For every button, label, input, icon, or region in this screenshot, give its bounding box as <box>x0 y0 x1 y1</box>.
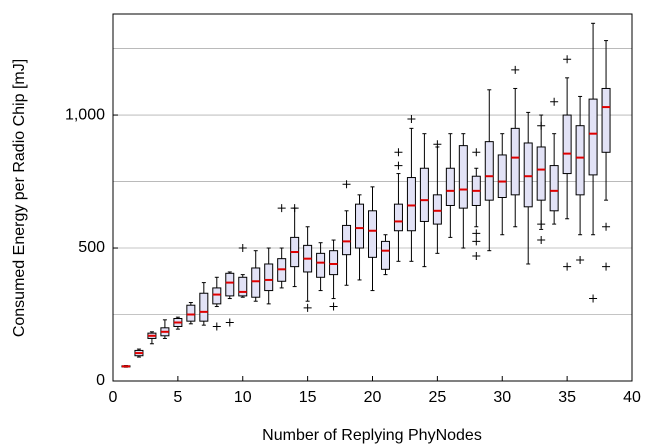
outlier <box>472 252 481 261</box>
outlier <box>329 302 338 311</box>
box <box>212 287 222 305</box>
x-axis-label: Number of Replying PhyNodes <box>262 427 482 444</box>
outlier <box>511 65 520 74</box>
outlier <box>394 161 403 170</box>
box <box>264 263 274 292</box>
x-tick-label: 10 <box>234 389 252 406</box>
box <box>497 154 507 199</box>
outlier <box>433 140 442 149</box>
outlier <box>563 55 572 64</box>
box <box>536 146 546 201</box>
box <box>368 210 377 258</box>
box <box>355 203 365 249</box>
box <box>588 98 598 176</box>
box <box>199 292 209 322</box>
outlier <box>238 244 247 253</box>
outlier <box>472 229 481 238</box>
outlier <box>563 262 572 271</box>
box <box>458 145 468 209</box>
box <box>380 240 390 270</box>
box <box>549 165 559 212</box>
x-tick-label: 15 <box>299 389 317 406</box>
box <box>342 224 352 256</box>
box <box>562 114 572 175</box>
box <box>316 252 326 278</box>
y-tick-label: 0 <box>96 372 105 389</box>
outlier <box>589 294 598 303</box>
outlier <box>277 204 286 213</box>
outlier <box>225 318 234 327</box>
outlier <box>303 303 312 312</box>
box <box>510 127 520 196</box>
outlier <box>407 115 416 124</box>
box <box>419 167 429 222</box>
outlier <box>472 148 481 157</box>
y-tick-label: 1,000 <box>65 106 105 123</box>
outlier <box>394 148 403 157</box>
outlier <box>576 255 585 264</box>
box <box>251 267 261 298</box>
x-tick-label: 0 <box>109 389 118 406</box>
x-tick-label: 5 <box>173 389 182 406</box>
outlier <box>472 237 481 246</box>
outlier <box>212 322 221 331</box>
box <box>406 177 416 232</box>
x-tick-label: 40 <box>623 389 641 406</box>
x-tick-label: 20 <box>364 389 382 406</box>
outlier <box>602 222 611 231</box>
y-axis-label: Consumed Energy per Radio Chip [mJ] <box>11 59 28 337</box>
outlier <box>537 236 546 245</box>
box <box>329 250 339 276</box>
outlier <box>290 204 299 213</box>
box <box>432 194 442 225</box>
y-tick-label: 500 <box>78 239 105 256</box>
box <box>445 167 455 206</box>
box <box>186 304 196 322</box>
box <box>484 141 494 201</box>
box <box>225 272 235 297</box>
x-tick-label: 25 <box>428 389 446 406</box>
box <box>601 87 611 153</box>
box <box>575 125 585 196</box>
x-tick-label: 35 <box>558 389 576 406</box>
outlier <box>550 97 559 106</box>
outlier <box>602 262 611 271</box>
x-tick-label: 30 <box>493 389 511 406</box>
box <box>238 276 248 297</box>
outlier <box>537 121 546 130</box>
outlier <box>342 180 351 189</box>
outlier <box>537 220 546 229</box>
box <box>393 203 403 232</box>
box <box>523 142 533 208</box>
